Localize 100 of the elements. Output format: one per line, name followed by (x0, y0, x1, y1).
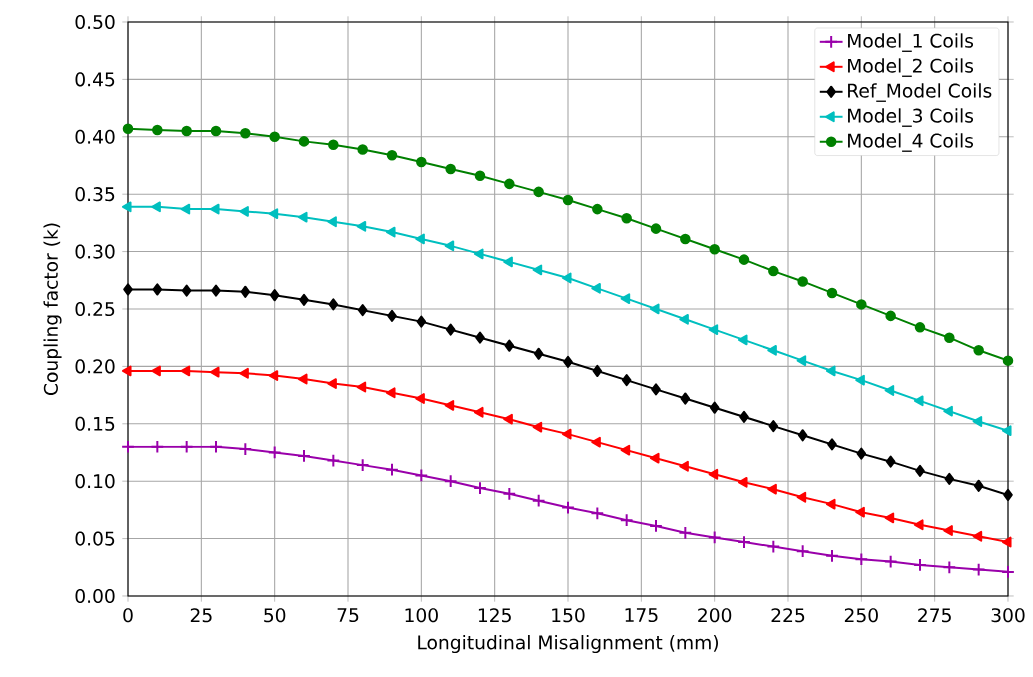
point (209, 366, 220, 378)
point (502, 486, 517, 501)
point (444, 400, 455, 411)
point (825, 498, 836, 510)
point (151, 201, 161, 213)
point (356, 381, 367, 393)
point (385, 387, 396, 399)
point (914, 322, 926, 333)
y-tick-label: 0.15 (75, 416, 115, 431)
x-tick-label: 200 (698, 608, 732, 623)
point (855, 374, 865, 386)
point (651, 383, 661, 396)
point (825, 365, 836, 377)
point (180, 203, 191, 215)
point (181, 284, 192, 297)
point (152, 283, 163, 296)
point (885, 455, 896, 468)
point (503, 413, 513, 425)
point (620, 444, 631, 456)
x-tick-label: 250 (844, 608, 878, 623)
point (855, 506, 865, 518)
x-tick-label: 275 (918, 608, 951, 623)
point (503, 256, 513, 268)
legend-label: Model_3 Coils (848, 108, 974, 127)
y-tick-label: 0.30 (75, 244, 115, 259)
point (563, 355, 573, 368)
point (913, 395, 924, 407)
point (1001, 565, 1015, 579)
point (913, 519, 924, 531)
x-tick-label: 150 (552, 608, 585, 623)
point (385, 462, 399, 477)
point (210, 125, 222, 137)
point (561, 272, 572, 284)
point (971, 562, 986, 577)
y-tick-label: 0.05 (75, 531, 115, 546)
point (561, 428, 572, 440)
point (180, 365, 191, 377)
point (533, 186, 544, 198)
x-tick-label: 300 (991, 608, 1025, 623)
point (972, 416, 983, 427)
point (796, 355, 807, 367)
point (416, 315, 427, 328)
point (591, 282, 601, 294)
y-tick-label: 0.35 (75, 187, 115, 202)
point (621, 213, 632, 224)
point (767, 483, 777, 495)
x-tick-label: 100 (405, 608, 438, 623)
point (445, 163, 456, 175)
point (943, 405, 953, 417)
point (795, 544, 810, 559)
point (678, 525, 693, 540)
point (737, 334, 748, 346)
point (972, 530, 983, 542)
point (209, 203, 220, 215)
point (327, 378, 337, 389)
point (473, 406, 484, 418)
point (504, 178, 515, 190)
point (561, 500, 575, 515)
point (708, 324, 719, 336)
point (121, 201, 132, 213)
point (297, 373, 308, 385)
point (269, 131, 280, 143)
point (355, 458, 370, 472)
point (327, 216, 337, 228)
point (883, 554, 898, 569)
point (328, 139, 339, 151)
point (240, 285, 251, 298)
point (297, 449, 311, 463)
point (445, 323, 456, 336)
point (416, 156, 427, 168)
point (737, 476, 748, 488)
point (123, 283, 133, 296)
y-tick-label: 0.00 (75, 588, 115, 604)
point (679, 460, 689, 472)
x-tick-label: 25 (190, 608, 212, 623)
point (797, 276, 808, 287)
y-tick-label: 0.20 (75, 359, 115, 374)
point (150, 439, 165, 454)
point (680, 233, 691, 245)
point (592, 364, 603, 378)
point (944, 472, 955, 485)
point (825, 548, 839, 563)
y-tick-label: 0.40 (75, 129, 115, 144)
point (387, 309, 397, 322)
y-axis-title: Coupling factor (k) (43, 223, 62, 395)
point (328, 298, 339, 311)
point (797, 429, 808, 442)
point (680, 392, 691, 405)
point (415, 233, 425, 245)
point (1002, 355, 1014, 366)
point (884, 385, 895, 396)
point (532, 264, 543, 276)
point (385, 226, 396, 238)
point (357, 144, 368, 155)
point (592, 203, 603, 215)
point (414, 468, 429, 483)
point (621, 374, 632, 387)
point (973, 345, 984, 356)
point (826, 287, 838, 299)
point (944, 332, 955, 343)
